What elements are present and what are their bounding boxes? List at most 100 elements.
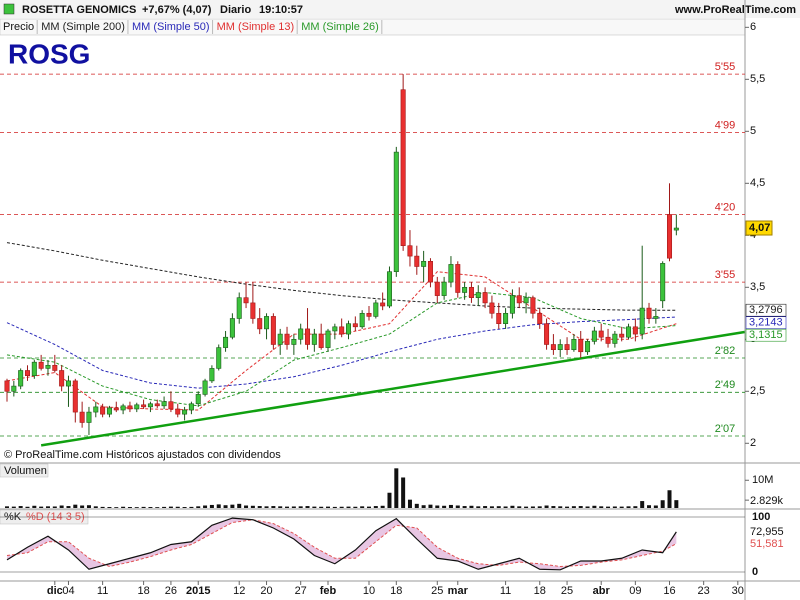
- level-label: 3'55: [715, 269, 735, 281]
- volume-bar: [285, 506, 290, 508]
- stoch-k-line: [6, 517, 677, 571]
- volume-bar: [141, 506, 146, 508]
- volume-bar: [339, 506, 344, 508]
- candle-body: [11, 385, 17, 392]
- candle-body: [100, 406, 106, 415]
- volume-bar: [278, 506, 283, 508]
- candle-body: [72, 380, 78, 413]
- volume-bar: [537, 506, 542, 508]
- volume-bar: [216, 504, 221, 508]
- ma-last-box: [745, 316, 787, 330]
- candle-body: [345, 323, 351, 335]
- volume-tick-label: 10M: [752, 474, 773, 486]
- volume-bar: [332, 506, 337, 508]
- x-tick-label: 11: [97, 585, 108, 597]
- volume-bar: [134, 507, 139, 508]
- legend-entry: MM (Simple 26): [301, 21, 379, 33]
- x-tick-label: 25: [561, 585, 573, 597]
- candle-body: [243, 297, 249, 304]
- volume-bar: [551, 506, 556, 508]
- volume-bar: [175, 506, 180, 508]
- volume-bar: [298, 506, 303, 508]
- volume-bar: [5, 506, 9, 508]
- volume-bar: [121, 506, 126, 508]
- candle-body: [291, 338, 297, 345]
- candle-body: [311, 333, 317, 345]
- candle-body: [571, 338, 577, 350]
- volume-bar: [291, 506, 296, 508]
- y-tick-label: 5: [750, 125, 756, 137]
- x-tick-label: 11: [500, 585, 511, 597]
- header-bar: [0, 0, 800, 18]
- candle-body: [359, 312, 365, 328]
- volume-title: Volumen: [4, 465, 47, 477]
- candle-body: [407, 245, 413, 257]
- candle-body: [305, 328, 311, 345]
- candle-body: [626, 326, 632, 338]
- candle-body: [182, 409, 188, 415]
- volume-bar: [401, 477, 406, 508]
- instrument-name: ROSETTA GENOMICS: [22, 4, 136, 16]
- volume-bar: [244, 505, 249, 508]
- ma-last-box: [745, 328, 787, 342]
- y-tick-label: 6: [750, 21, 756, 33]
- candle-body: [475, 292, 481, 298]
- candle-body: [195, 394, 201, 405]
- volume-bar: [565, 506, 570, 508]
- candle-body: [352, 323, 358, 328]
- volume-bar: [114, 507, 119, 508]
- candle-body: [380, 302, 386, 307]
- volume-bar: [442, 505, 447, 508]
- candle-body: [209, 368, 215, 382]
- volume-bar: [380, 505, 385, 508]
- volume-bar: [319, 506, 324, 508]
- x-tick-label: 26: [165, 585, 177, 597]
- volume-last-label: 2.829k: [750, 495, 784, 507]
- volume-bar: [59, 505, 64, 508]
- candle-body: [509, 295, 515, 314]
- candle-body: [134, 404, 140, 410]
- volume-bar: [162, 506, 167, 508]
- candle-body: [38, 361, 44, 369]
- volume-bar: [196, 506, 201, 508]
- candle-body: [18, 370, 24, 387]
- candle-body: [564, 344, 570, 350]
- candle-body: [188, 403, 194, 411]
- candle-body: [646, 307, 652, 319]
- site: www.ProRealTime.com: [674, 4, 796, 16]
- x-tick-label: 10: [363, 585, 375, 597]
- volume-bar: [653, 505, 658, 508]
- time: 19:10:57: [259, 4, 303, 16]
- candle-body: [550, 344, 556, 350]
- candle-body: [147, 403, 153, 408]
- volume-bar: [305, 506, 310, 508]
- volume-bar: [606, 506, 611, 508]
- volume-bar: [667, 490, 672, 508]
- candle-body: [585, 341, 591, 353]
- volume-bar: [250, 505, 255, 508]
- volume-bar: [483, 506, 488, 508]
- candle-body: [45, 364, 51, 369]
- candle-body: [612, 333, 618, 344]
- x-tick-label: 12: [233, 585, 245, 597]
- price-panel: [0, 73, 745, 447]
- volume-bar: [592, 505, 597, 508]
- volume-bar: [503, 506, 508, 508]
- candle-body: [414, 255, 420, 267]
- volume-bar: [619, 506, 624, 508]
- volume-bar: [448, 504, 453, 508]
- moving-average: [6, 291, 677, 407]
- candle-body: [250, 302, 256, 319]
- volume-bar: [455, 505, 460, 508]
- x-tick-label: 18: [390, 585, 402, 597]
- candle-body: [427, 260, 433, 283]
- x-tick-label: 2015: [186, 585, 210, 597]
- candle-body: [660, 263, 666, 302]
- volume-bar: [510, 505, 515, 508]
- volume-bar: [18, 506, 23, 508]
- candle-body: [366, 312, 372, 317]
- volume-bar: [612, 506, 617, 508]
- x-tick-label: 27: [295, 585, 307, 597]
- volume-bar: [394, 468, 399, 508]
- volume-bar: [264, 506, 269, 508]
